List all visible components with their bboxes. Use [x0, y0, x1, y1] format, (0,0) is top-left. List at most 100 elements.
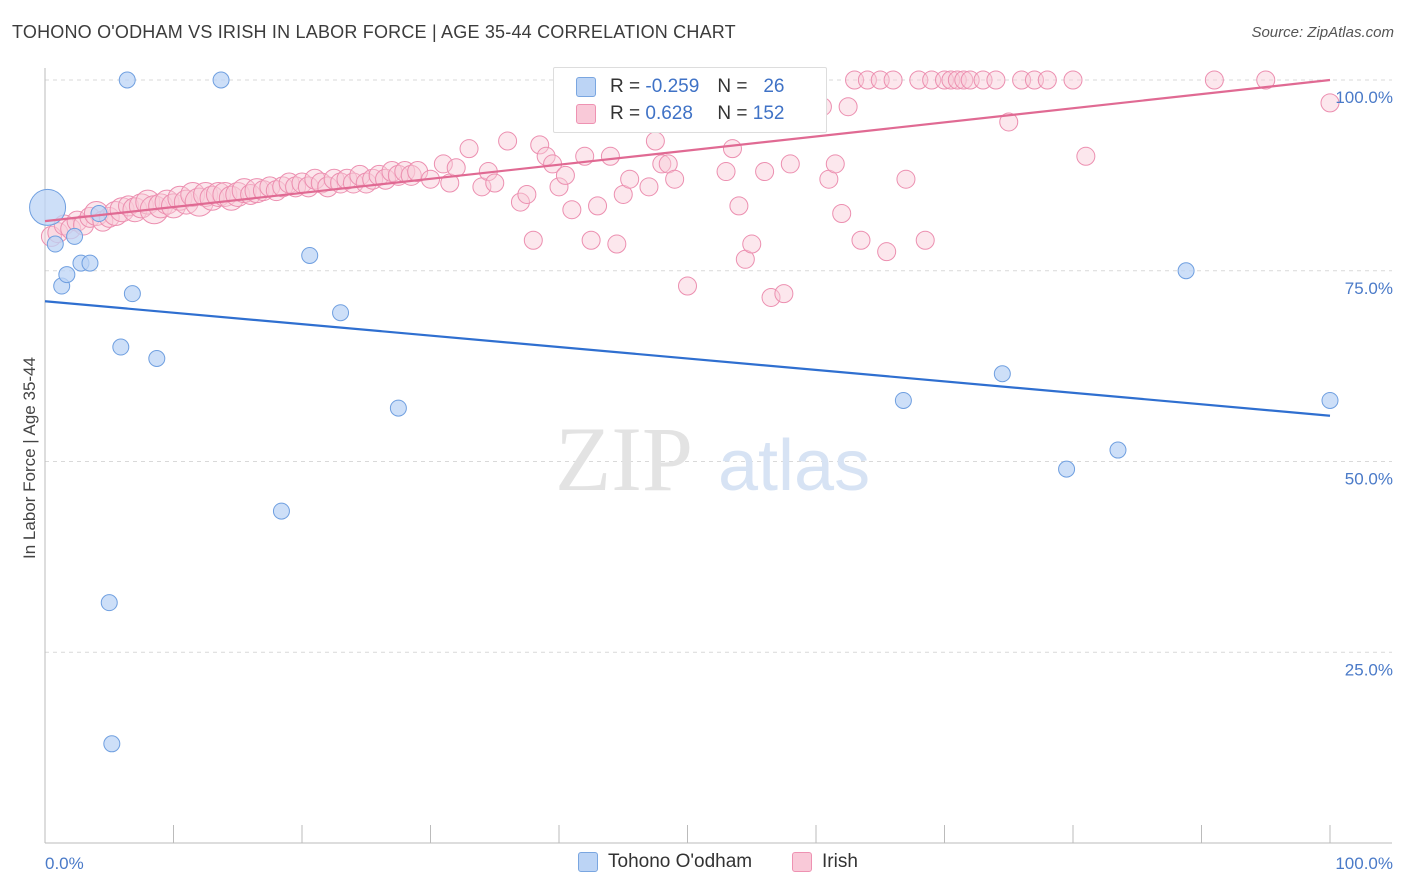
irish-point: [722, 139, 742, 159]
irish-point: [716, 162, 736, 182]
tohono-point: [46, 235, 64, 253]
x-tick-label: 100.0%: [1335, 854, 1393, 873]
r-label: R =: [610, 103, 641, 124]
y-tick-label: 50.0%: [1345, 470, 1393, 489]
tohono-point: [29, 188, 67, 226]
r-label: R =: [610, 76, 641, 97]
irish-point: [986, 70, 1006, 90]
tohono-point: [301, 246, 319, 264]
tohono-swatch: [576, 77, 596, 97]
tohono-point: [66, 227, 84, 245]
watermark-atlas: atlas: [718, 426, 870, 506]
tick-labels: 25.0% 50.0% 75.0% 100.0% 0.0% 100.0%: [45, 88, 1393, 873]
irish-point: [620, 169, 640, 189]
irish-point: [607, 234, 627, 254]
irish-point: [1076, 146, 1096, 166]
irish-point: [600, 146, 620, 166]
grid: [45, 79, 1392, 653]
irish-point: [433, 154, 453, 174]
tohono-points: [29, 71, 1339, 753]
irish-point: [825, 154, 845, 174]
tohono-point: [118, 71, 136, 89]
n-label: N =: [717, 76, 748, 97]
tohono-point: [272, 502, 290, 520]
y-tick-label: 100.0%: [1335, 88, 1393, 107]
irish-point: [832, 204, 852, 224]
legend-item-tohono[interactable]: Tohono O'odham: [578, 851, 752, 873]
legend-row-tohono: R = -0.259 N = 26: [576, 74, 784, 100]
irish-point: [838, 97, 858, 117]
tohono-point: [993, 365, 1011, 383]
irish-point: [304, 168, 326, 190]
tohono-point: [1109, 441, 1127, 459]
tohono-point: [1177, 262, 1195, 280]
tohono-trend-line: [44, 300, 1331, 417]
irish-point: [652, 154, 672, 174]
irish-point: [896, 169, 916, 189]
tohono-point: [212, 71, 230, 89]
y-tick-label: 75.0%: [1345, 279, 1393, 298]
legend-label-tohono: Tohono O'odham: [608, 851, 753, 872]
irish-point: [549, 177, 569, 197]
irish-point: [588, 196, 608, 216]
r-value: -0.259: [645, 76, 700, 97]
irish-point: [193, 181, 219, 207]
irish-point: [877, 242, 897, 262]
chart-title: TOHONO O'ODHAM VS IRISH IN LABOR FORCE |…: [12, 22, 736, 42]
irish-point: [742, 234, 762, 254]
irish-point: [1063, 70, 1083, 90]
tohono-point: [389, 399, 407, 417]
legend-label-irish: Irish: [822, 851, 858, 872]
irish-point: [459, 139, 479, 159]
irish-trend-line: [44, 78, 1331, 223]
irish-point: [446, 158, 466, 178]
irish-point: [761, 287, 781, 307]
source-label: Source: ZipAtlas.com: [1251, 24, 1394, 41]
irish-point: [407, 161, 429, 183]
tohono-point: [103, 735, 121, 753]
irish-point: [1320, 93, 1340, 113]
irish-point: [883, 70, 903, 90]
irish-swatch: [576, 104, 596, 124]
irish-point: [665, 169, 685, 189]
irish-point: [510, 192, 530, 212]
legend-item-irish[interactable]: Irish: [792, 851, 858, 873]
tohono-point: [81, 254, 99, 272]
irish-point: [954, 70, 974, 90]
irish-point: [523, 230, 543, 250]
irish-point: [1037, 70, 1057, 90]
irish-point: [780, 154, 800, 174]
trend-lines: [44, 78, 1331, 417]
tohono-point: [100, 594, 118, 612]
correlation-legend: R = -0.259 N = 26 R = 0.628 N = 152: [553, 67, 827, 133]
irish-point: [530, 135, 550, 155]
irish-point: [639, 177, 659, 197]
irish-point: [148, 193, 174, 219]
irish-point: [498, 131, 518, 151]
tohono-swatch: [578, 852, 598, 872]
irish-point: [645, 131, 665, 151]
axes: [44, 68, 1392, 844]
tohono-point: [1058, 460, 1076, 478]
legend-row-irish: R = 0.628 N = 152: [576, 101, 784, 127]
irish-point: [1204, 70, 1224, 90]
tohono-point: [112, 338, 130, 356]
n-label: N =: [717, 103, 748, 124]
irish-point: [678, 276, 697, 296]
irish-point: [285, 176, 307, 198]
tohono-point: [1321, 391, 1339, 409]
n-value: 26: [763, 76, 785, 97]
r-value: 0.628: [645, 103, 693, 124]
tohono-point: [894, 391, 912, 409]
irish-point: [517, 184, 537, 204]
n-value: 152: [752, 103, 785, 124]
series-legend: Tohono O'odham Irish: [0, 851, 1406, 877]
irish-point: [485, 173, 505, 193]
y-axis-label: In Labor Force | Age 35-44: [20, 357, 39, 559]
irish-swatch: [792, 852, 812, 872]
irish-point: [999, 112, 1019, 132]
watermark-zip: ZIP: [555, 408, 693, 510]
irish-point: [755, 162, 775, 182]
irish-point: [1256, 70, 1276, 90]
